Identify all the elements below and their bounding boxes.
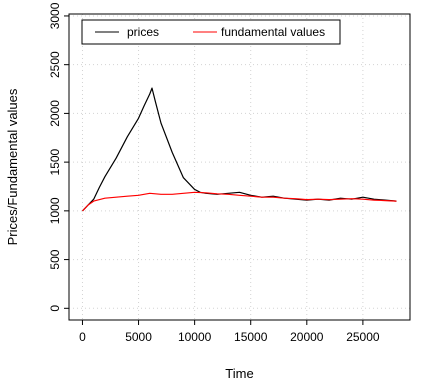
- y-axis: 0 500 1000 1500 2000 2500 3000: [48, 2, 69, 312]
- y-tick-label: 2000: [48, 100, 62, 127]
- y-tick-label: 0: [48, 305, 62, 312]
- plot-frame: [68, 13, 411, 321]
- x-tick-label: 20000: [290, 330, 324, 344]
- y-axis-label: Prices/Fundamental values: [5, 88, 20, 245]
- x-tick-label: 25000: [346, 330, 380, 344]
- x-tick-label: 0: [79, 330, 86, 344]
- x-axis-label: Time: [225, 366, 253, 381]
- series-line-prices: [82, 87, 397, 212]
- x-tick-label: 5000: [125, 330, 152, 344]
- legend-label-fundamental-values: fundamental values: [221, 25, 325, 39]
- y-tick-label: 3000: [48, 2, 62, 29]
- y-tick-label: 1500: [48, 148, 62, 175]
- grid: [69, 14, 410, 320]
- legend: prices fundamental values: [81, 19, 341, 45]
- x-axis: 0 5000 10000 15000 20000 25000: [79, 320, 380, 344]
- legend-label-prices: prices: [127, 25, 159, 39]
- series-lines: [82, 87, 397, 212]
- x-tick-label: 15000: [234, 330, 268, 344]
- series-line-fundamental-values: [82, 191, 397, 212]
- y-tick-label: 500: [48, 249, 62, 269]
- x-tick-label: 10000: [178, 330, 212, 344]
- y-tick-label: 2500: [48, 51, 62, 78]
- y-tick-label: 1000: [48, 197, 62, 224]
